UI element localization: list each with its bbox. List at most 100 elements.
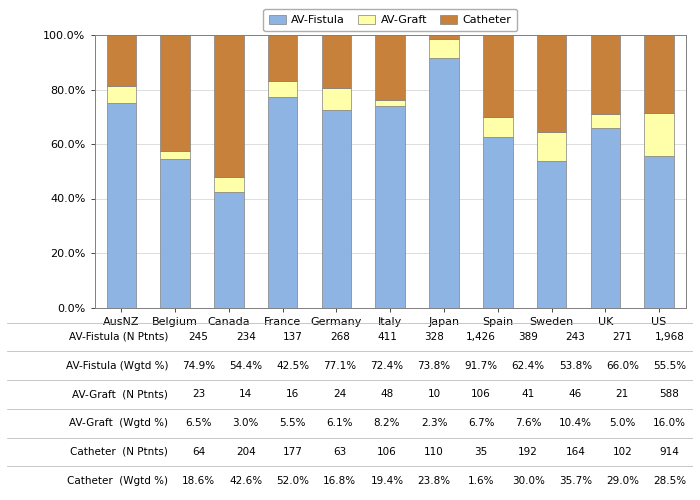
Bar (106, 35, 136, 86)
Text: 245: 245 (189, 332, 209, 342)
Bar (160, 35, 190, 151)
Bar (214, 192, 244, 308)
Text: AV-Graft  (Wgtd %): AV-Graft (Wgtd %) (69, 418, 168, 428)
Text: 10: 10 (428, 390, 440, 400)
Text: 72.4%: 72.4% (370, 360, 403, 370)
Text: 19.4%: 19.4% (370, 476, 403, 486)
Text: 10.4%: 10.4% (559, 418, 592, 428)
Legend: AV-Fistula, AV-Graft, Catheter: AV-Fistula, AV-Graft, Catheter (263, 9, 517, 31)
Bar (160, 160, 190, 308)
Text: 74.9%: 74.9% (182, 360, 215, 370)
Text: 137: 137 (283, 332, 302, 342)
Bar (160, 151, 190, 160)
Text: 16.0%: 16.0% (653, 418, 686, 428)
Text: 1.6%: 1.6% (468, 476, 494, 486)
Text: 35.7%: 35.7% (559, 476, 592, 486)
Bar (322, 88, 351, 110)
Bar (375, 35, 405, 100)
Text: 16.8%: 16.8% (323, 476, 356, 486)
Bar (483, 35, 512, 116)
Text: 2.3%: 2.3% (421, 418, 447, 428)
Text: 30.0%: 30.0% (512, 476, 545, 486)
Bar (268, 81, 298, 98)
Text: 24: 24 (333, 390, 346, 400)
Bar (429, 35, 458, 40)
Text: 1,426: 1,426 (466, 332, 496, 342)
Text: 63: 63 (333, 447, 346, 457)
Bar (214, 35, 244, 176)
Text: 234: 234 (236, 332, 256, 342)
Text: 6.5%: 6.5% (186, 418, 212, 428)
Text: 6.7%: 6.7% (468, 418, 494, 428)
Text: 42.6%: 42.6% (229, 476, 262, 486)
Text: 389: 389 (518, 332, 538, 342)
Text: 243: 243 (566, 332, 585, 342)
Bar (106, 86, 136, 103)
Bar (483, 117, 512, 138)
Text: 55.5%: 55.5% (653, 360, 686, 370)
Text: 23.8%: 23.8% (417, 476, 451, 486)
Bar (483, 138, 512, 308)
Bar (644, 35, 674, 112)
Bar (268, 35, 298, 81)
Text: AV-Graft  (N Ptnts): AV-Graft (N Ptnts) (72, 390, 168, 400)
Text: 588: 588 (659, 390, 680, 400)
Text: 16: 16 (286, 390, 300, 400)
Text: 328: 328 (424, 332, 444, 342)
Text: 271: 271 (612, 332, 632, 342)
Text: 6.1%: 6.1% (327, 418, 353, 428)
Text: 164: 164 (566, 447, 585, 457)
Text: 8.2%: 8.2% (374, 418, 400, 428)
Text: 268: 268 (330, 332, 350, 342)
Text: 77.1%: 77.1% (323, 360, 356, 370)
Bar (429, 58, 458, 308)
Bar (106, 104, 136, 308)
Text: 3.0%: 3.0% (232, 418, 259, 428)
Text: 411: 411 (377, 332, 397, 342)
Bar (537, 132, 566, 160)
Bar (644, 156, 674, 308)
Text: 64: 64 (192, 447, 205, 457)
Text: 28.5%: 28.5% (653, 476, 686, 486)
Text: Catheter  (Wgtd %): Catheter (Wgtd %) (67, 476, 168, 486)
Text: 35: 35 (475, 447, 488, 457)
Text: 177: 177 (283, 447, 302, 457)
Text: 18.6%: 18.6% (182, 476, 215, 486)
Text: 914: 914 (659, 447, 680, 457)
Bar (644, 112, 674, 156)
Text: 73.8%: 73.8% (417, 360, 451, 370)
Text: 5.0%: 5.0% (609, 418, 636, 428)
Text: 48: 48 (380, 390, 393, 400)
Bar (322, 35, 351, 88)
Text: 62.4%: 62.4% (512, 360, 545, 370)
Text: 1,968: 1,968 (654, 332, 685, 342)
Text: 54.4%: 54.4% (229, 360, 262, 370)
Bar (375, 106, 405, 308)
Text: 66.0%: 66.0% (606, 360, 639, 370)
Bar (429, 40, 458, 58)
Text: 46: 46 (568, 390, 582, 400)
Text: AV-Fistula (N Ptnts): AV-Fistula (N Ptnts) (69, 332, 168, 342)
Bar (322, 110, 351, 308)
Text: 110: 110 (424, 447, 444, 457)
Text: 192: 192 (518, 447, 538, 457)
Text: 106: 106 (471, 390, 491, 400)
Text: 102: 102 (612, 447, 632, 457)
Text: 52.0%: 52.0% (276, 476, 309, 486)
Text: 23: 23 (192, 390, 205, 400)
Text: 42.5%: 42.5% (276, 360, 309, 370)
Text: 7.6%: 7.6% (515, 418, 542, 428)
Bar (537, 160, 566, 308)
Text: 106: 106 (377, 447, 397, 457)
Text: 204: 204 (236, 447, 256, 457)
Text: 41: 41 (522, 390, 535, 400)
Text: 53.8%: 53.8% (559, 360, 592, 370)
Text: 29.0%: 29.0% (606, 476, 639, 486)
Bar (591, 114, 620, 128)
Bar (375, 100, 405, 106)
Bar (591, 35, 620, 114)
Text: Catheter  (N Ptnts): Catheter (N Ptnts) (70, 447, 168, 457)
Bar (591, 128, 620, 308)
Text: 21: 21 (616, 390, 629, 400)
Text: AV-Fistula (Wgtd %): AV-Fistula (Wgtd %) (66, 360, 168, 370)
